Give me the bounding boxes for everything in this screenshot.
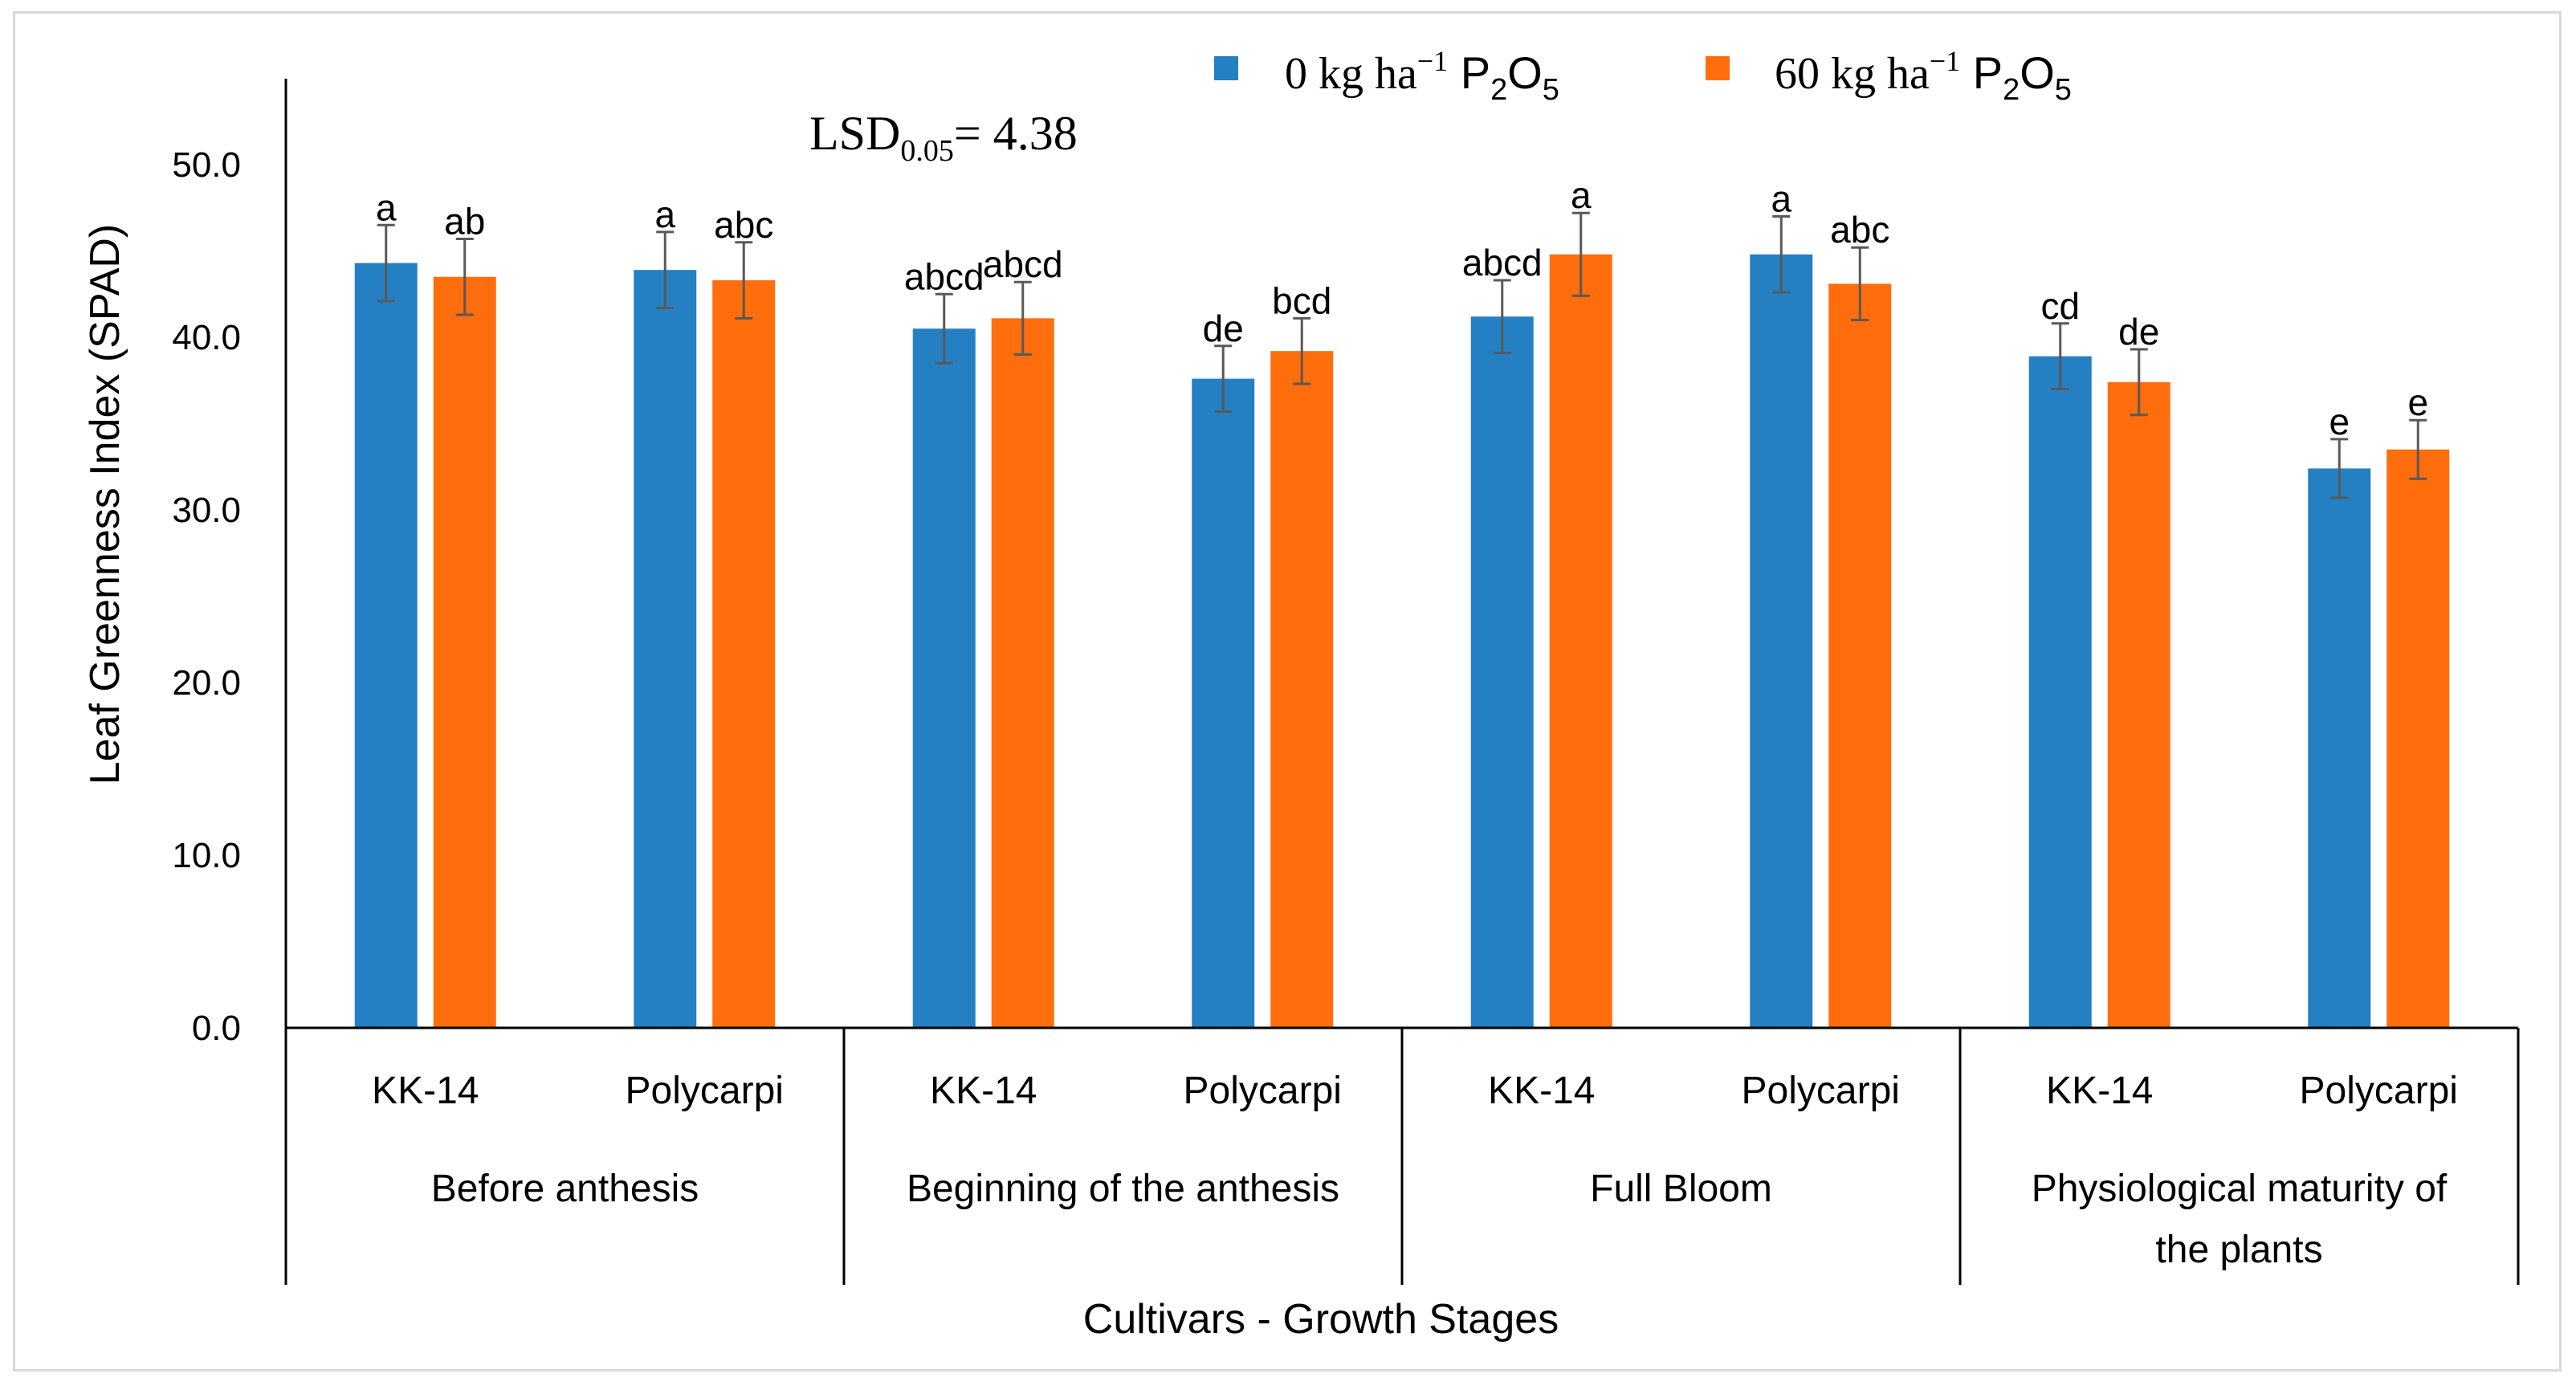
significance-letter: e bbox=[2407, 381, 2428, 423]
y-tick-label: 0.0 bbox=[192, 1009, 241, 1048]
bar bbox=[1549, 254, 1612, 1028]
significance-letter: abc bbox=[1830, 209, 1889, 251]
legend-label: 0 kg ha−1 P2O5 bbox=[1285, 45, 1559, 107]
bar bbox=[1470, 316, 1534, 1028]
legend-label: 60 kg ha−1 P2O5 bbox=[1775, 45, 2072, 107]
bar bbox=[1270, 351, 1334, 1028]
error-bar bbox=[1493, 279, 1511, 354]
error-bar bbox=[735, 241, 753, 320]
legend-item: 60 kg ha−1 P2O5 bbox=[1706, 45, 2072, 107]
bar bbox=[2386, 449, 2450, 1028]
error-bar bbox=[1013, 280, 1032, 356]
y-tick-label: 50.0 bbox=[172, 145, 241, 185]
x-tick-label: KK-14 bbox=[372, 1070, 479, 1112]
group-label: Before anthesis bbox=[431, 1168, 699, 1210]
x-tick-label: Polycarpi bbox=[626, 1070, 784, 1112]
bar bbox=[2308, 468, 2371, 1028]
y-axis-title: Leaf Greenness Index (SPAD) bbox=[82, 224, 128, 785]
y-tick-label: 20.0 bbox=[172, 663, 241, 703]
bar bbox=[1828, 283, 1892, 1029]
bars-layer bbox=[354, 211, 2450, 1029]
significance-letter: bcd bbox=[1272, 279, 1331, 321]
x-tick-label: KK-14 bbox=[1488, 1070, 1595, 1112]
error-bar bbox=[1214, 344, 1233, 413]
x-tick-label: KK-14 bbox=[2046, 1070, 2153, 1112]
error-bar bbox=[1851, 246, 1869, 321]
x-tick-label: KK-14 bbox=[930, 1070, 1037, 1112]
x-tick-label: Polycarpi bbox=[2300, 1070, 2458, 1112]
axes-layer bbox=[284, 79, 2520, 1285]
significance-letter: cd bbox=[2040, 285, 2080, 327]
significance-letter: a bbox=[654, 194, 675, 235]
axis-lines bbox=[284, 79, 2520, 1285]
significance-letter: abcd bbox=[904, 255, 984, 297]
error-bar bbox=[2051, 322, 2069, 390]
error-bar bbox=[1293, 316, 1311, 385]
error-bar bbox=[2330, 438, 2349, 499]
significance-letter: abc bbox=[714, 204, 773, 246]
legend: 0 kg ha−1 P2O5 60 kg ha−1 P2O5 bbox=[1214, 45, 2072, 107]
significance-letter: de bbox=[2118, 311, 2159, 353]
error-bar bbox=[935, 292, 953, 365]
significance-letter: abcd bbox=[1462, 242, 1543, 283]
significance-letter: a bbox=[376, 186, 397, 228]
legend-item: 0 kg ha−1 P2O5 bbox=[1214, 45, 1559, 107]
error-bar bbox=[377, 223, 395, 303]
x-axis-title: Cultivars - Growth Stages bbox=[1083, 1296, 1559, 1343]
bar bbox=[433, 276, 496, 1028]
significance-letter: de bbox=[1203, 308, 1244, 349]
legend-swatch bbox=[1214, 56, 1238, 80]
significance-letter: ab bbox=[444, 200, 485, 242]
lsd-annotation: LSD0.05= 4.38 bbox=[809, 107, 1078, 168]
error-bar bbox=[1571, 211, 1590, 297]
significance-letter: a bbox=[1771, 178, 1791, 220]
bar bbox=[2107, 381, 2170, 1028]
y-tick-label: 40.0 bbox=[172, 318, 241, 357]
bar bbox=[912, 328, 976, 1028]
error-bar bbox=[1772, 215, 1791, 294]
error-bar bbox=[455, 237, 474, 316]
significance-letter: a bbox=[1571, 174, 1592, 216]
group-label: Full Bloom bbox=[1590, 1168, 1772, 1210]
y-tick-label: 10.0 bbox=[172, 836, 241, 875]
error-bar bbox=[2130, 348, 2148, 417]
bar bbox=[2028, 356, 2092, 1028]
bar bbox=[1192, 378, 1255, 1029]
bar bbox=[354, 263, 418, 1028]
bar bbox=[712, 280, 776, 1028]
legend-swatch bbox=[1706, 56, 1730, 80]
x-tick-label: Polycarpi bbox=[1184, 1070, 1342, 1112]
error-bar bbox=[2409, 418, 2427, 480]
bar bbox=[1750, 254, 1813, 1028]
error-bar bbox=[656, 230, 675, 309]
significance-letter: e bbox=[2329, 401, 2350, 442]
group-label: Physiological maturity of bbox=[2032, 1168, 2448, 1210]
significance-letter: abcd bbox=[983, 243, 1063, 285]
x-tick-label: Polycarpi bbox=[1742, 1070, 1900, 1112]
bar bbox=[991, 318, 1054, 1029]
group-label: Beginning of the anthesis bbox=[907, 1168, 1339, 1210]
bar bbox=[634, 270, 697, 1028]
group-label: the plants bbox=[2155, 1229, 2322, 1271]
y-tick-label: 30.0 bbox=[172, 491, 241, 530]
